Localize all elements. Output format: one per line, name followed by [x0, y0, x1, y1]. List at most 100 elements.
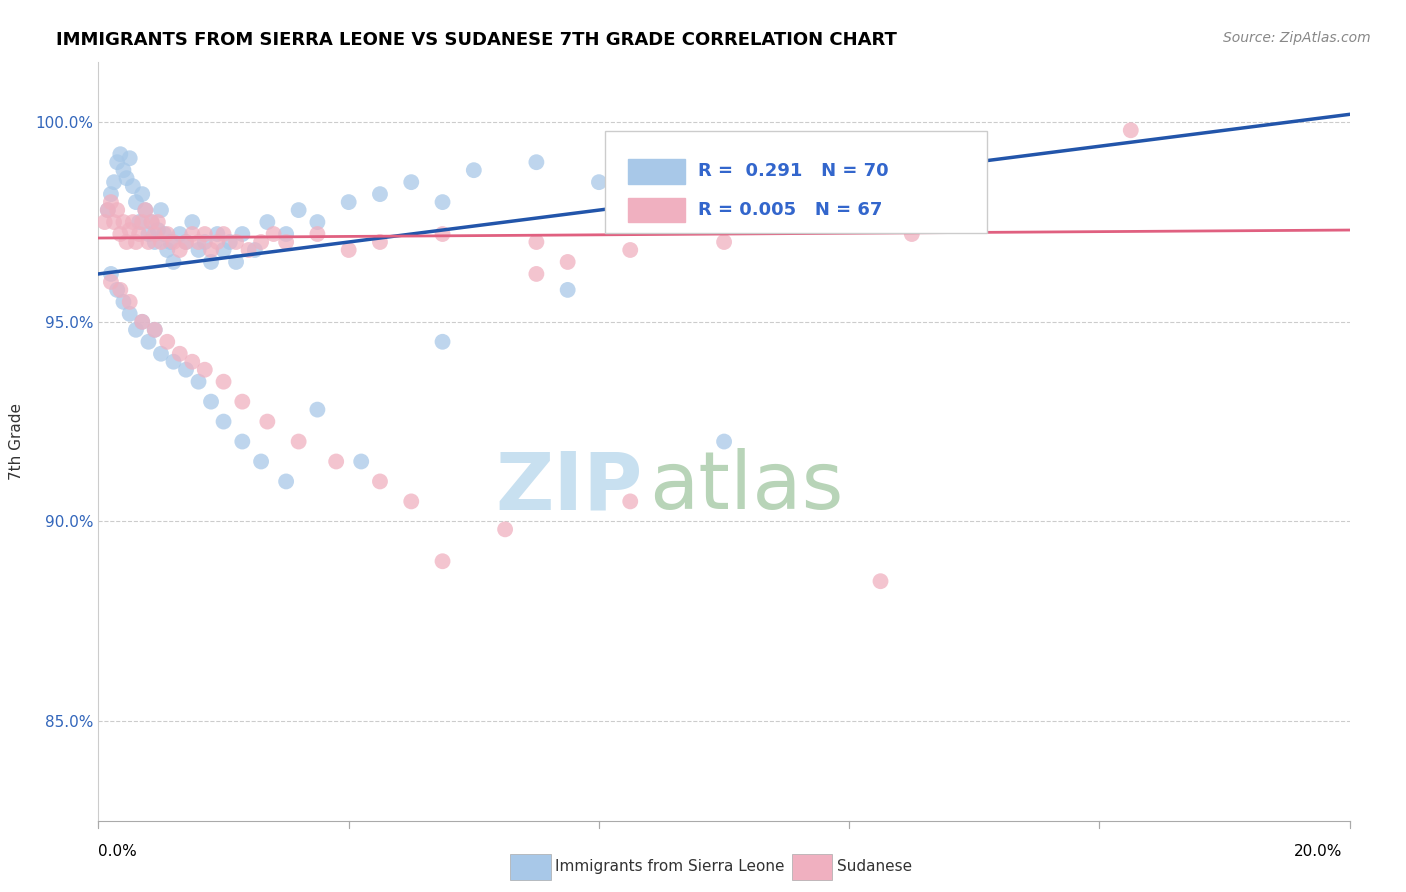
Point: [682, 155, 704, 169]
Point: [105, 155, 128, 169]
Point: [121, 179, 143, 194]
Point: [100, 275, 122, 289]
Point: [110, 227, 132, 241]
Point: [128, 215, 150, 229]
Point: [143, 323, 166, 337]
Point: [100, 195, 122, 210]
Point: [619, 494, 641, 508]
Point: [212, 243, 235, 257]
Point: [115, 235, 138, 249]
Point: [118, 294, 141, 309]
Point: [134, 203, 156, 218]
Point: [118, 223, 141, 237]
Point: [131, 315, 153, 329]
Point: [250, 235, 273, 249]
Point: [141, 215, 163, 229]
Point: [225, 235, 247, 249]
Text: Sudanese: Sudanese: [837, 859, 911, 873]
FancyBboxPatch shape: [627, 198, 685, 222]
Text: 20.0%: 20.0%: [1295, 845, 1343, 859]
Point: [181, 227, 204, 241]
Point: [650, 215, 672, 229]
Point: [838, 147, 860, 161]
Point: [212, 415, 235, 429]
Point: [110, 283, 132, 297]
Point: [231, 434, 253, 449]
Point: [156, 334, 179, 349]
Point: [432, 227, 454, 241]
Point: [156, 227, 179, 241]
Point: [207, 235, 229, 249]
Point: [194, 362, 217, 376]
Text: Source: ZipAtlas.com: Source: ZipAtlas.com: [1223, 31, 1371, 45]
Point: [368, 235, 391, 249]
Point: [162, 255, 184, 269]
Point: [150, 203, 173, 218]
Point: [238, 243, 260, 257]
Point: [141, 215, 163, 229]
Y-axis label: 7th Grade: 7th Grade: [10, 403, 24, 480]
Point: [121, 215, 143, 229]
Point: [125, 235, 148, 249]
Point: [138, 235, 160, 249]
Point: [900, 227, 922, 241]
Point: [207, 227, 229, 241]
Point: [112, 163, 135, 178]
Point: [274, 235, 298, 249]
Point: [131, 187, 153, 202]
Point: [526, 155, 548, 169]
Point: [212, 227, 235, 241]
Point: [150, 235, 173, 249]
Point: [307, 227, 329, 241]
Point: [463, 163, 485, 178]
Point: [115, 171, 138, 186]
Point: [557, 283, 579, 297]
Point: [138, 227, 160, 241]
Point: [337, 243, 360, 257]
Point: [250, 454, 273, 468]
Point: [243, 243, 266, 257]
Point: [93, 215, 115, 229]
Point: [287, 434, 309, 449]
Point: [432, 554, 454, 568]
Point: [713, 434, 735, 449]
Point: [169, 347, 191, 361]
Point: [494, 522, 516, 536]
Point: [143, 323, 166, 337]
Point: [432, 195, 454, 210]
Point: [869, 215, 891, 229]
Text: atlas: atlas: [650, 448, 844, 526]
Point: [274, 475, 298, 489]
Point: [557, 255, 579, 269]
Point: [263, 227, 285, 241]
Point: [174, 362, 197, 376]
Point: [218, 235, 240, 249]
Point: [162, 355, 184, 369]
Point: [97, 203, 120, 218]
Text: 0.0%: 0.0%: [98, 845, 138, 859]
Point: [337, 195, 360, 210]
Point: [103, 175, 125, 189]
Point: [713, 235, 735, 249]
Point: [150, 347, 173, 361]
Point: [181, 355, 204, 369]
Point: [869, 574, 891, 589]
Point: [112, 294, 135, 309]
Point: [174, 235, 197, 249]
FancyBboxPatch shape: [605, 130, 987, 233]
Point: [138, 334, 160, 349]
Text: R = 0.005   N = 67: R = 0.005 N = 67: [697, 201, 882, 219]
Point: [256, 215, 278, 229]
Point: [200, 243, 222, 257]
Point: [231, 227, 253, 241]
Point: [181, 215, 204, 229]
Point: [110, 147, 132, 161]
Point: [368, 475, 391, 489]
Point: [100, 187, 122, 202]
Point: [128, 227, 150, 241]
Text: R =  0.291   N = 70: R = 0.291 N = 70: [697, 162, 889, 180]
Point: [153, 227, 176, 241]
Point: [100, 267, 122, 281]
Point: [131, 315, 153, 329]
Point: [159, 235, 181, 249]
